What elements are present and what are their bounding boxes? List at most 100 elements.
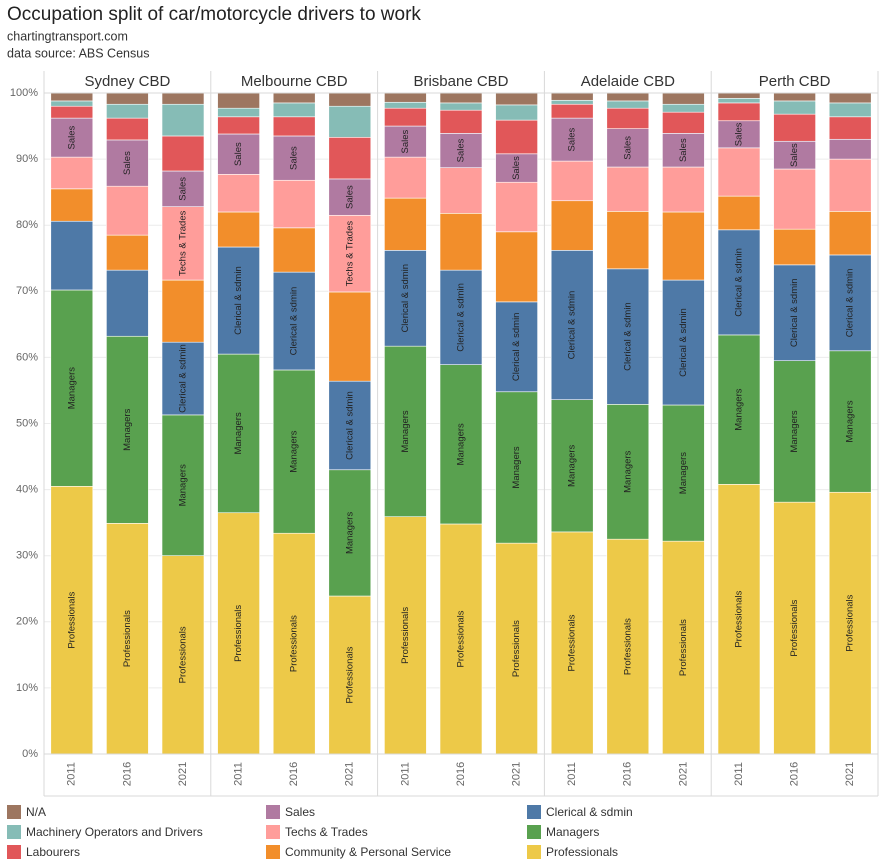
x-tick-label: 2011 (66, 762, 78, 786)
legend-label: Techs & Trades (285, 825, 368, 839)
segment-label: Professionals (789, 599, 800, 656)
bar-segment (439, 92, 483, 104)
legend-swatch (7, 845, 21, 859)
bar-segment (272, 369, 316, 534)
bar-segment (606, 538, 650, 755)
bar-segment (495, 181, 538, 233)
bar-segment (384, 516, 427, 755)
y-tick-label: 30% (16, 550, 38, 562)
segment-label: Clerical & sdmin (400, 264, 411, 333)
bar-segment (328, 595, 372, 755)
y-tick-label: 20% (16, 616, 38, 628)
segment-label: Sales (622, 136, 633, 160)
bar-segment (662, 404, 705, 542)
bar-segment (217, 107, 260, 118)
bar-segment (217, 211, 260, 248)
bar-segment (606, 404, 650, 540)
bar-segment (272, 271, 316, 371)
segment-label: Techs & Trades (178, 210, 189, 276)
segment-label: Clerical & sdmin (567, 291, 578, 360)
segment-label: Managers (66, 367, 77, 409)
segment-label: Sales (678, 138, 689, 162)
segment-label: Clerical & sdmin (622, 302, 633, 371)
y-tick-label: 0% (22, 748, 38, 760)
bar-segment (550, 160, 594, 202)
bar-segment (773, 501, 816, 755)
segment-label: Managers (122, 408, 133, 450)
segment-label: Professionals (456, 610, 467, 667)
bar-segment (828, 92, 872, 104)
bar-segment (217, 512, 260, 755)
chart-subtitle: data source: ABS Census (7, 46, 149, 60)
bar-segment (773, 140, 816, 170)
bar-segment (662, 540, 705, 755)
bar-segment (550, 531, 594, 755)
bar-segment (161, 92, 205, 105)
x-tick-label: 2011 (733, 762, 745, 786)
segment-label: Sales (178, 177, 189, 201)
segment-label: Managers (789, 410, 800, 452)
bar-segment (161, 279, 205, 343)
bar-segment (662, 133, 705, 168)
segment-label: Clerical & sdmin (789, 278, 800, 347)
bar-segment (384, 345, 427, 518)
segment-label: Professionals (622, 618, 633, 675)
chart-subtitle: chartingtransport.com (7, 29, 128, 43)
segment-label: Managers (233, 412, 244, 454)
legend-swatch (266, 845, 280, 859)
segment-label: Managers (456, 423, 467, 465)
legend-label: Sales (285, 805, 315, 819)
bar-segment (662, 111, 705, 134)
segment-label: Sales (567, 127, 578, 151)
bar-segment (550, 103, 594, 119)
bar-segment (217, 174, 260, 213)
bar-segment (272, 532, 316, 755)
bar-segment (272, 102, 316, 118)
x-tick-label: 2016 (455, 762, 467, 786)
bar-segment (106, 103, 149, 119)
segment-label: Professionals (178, 626, 189, 683)
bar-segment (328, 178, 372, 216)
bar-segment (384, 250, 427, 347)
segment-label: Sales (233, 142, 244, 166)
facet-title: Brisbane CBD (413, 73, 508, 90)
bar-segment (495, 231, 538, 303)
segment-label: Professionals (66, 591, 77, 648)
y-tick-label: 70% (16, 285, 38, 297)
bar-segment (384, 125, 427, 158)
bar-segment (662, 279, 705, 406)
bar-segment (773, 100, 816, 115)
legend-label: Machinery Operators and Drivers (26, 825, 203, 839)
bar-segment (328, 136, 372, 180)
bar-segment (717, 229, 761, 336)
segment-label: Clerical & sdmin (233, 266, 244, 335)
bar-segment (773, 168, 816, 230)
segment-label: Managers (400, 410, 411, 452)
segment-label: Professionals (344, 646, 355, 703)
segment-label: Sales (289, 146, 300, 170)
y-tick-label: 40% (16, 484, 38, 496)
bar-segment (495, 301, 538, 393)
bar-segment (50, 92, 94, 102)
bar-segment (606, 107, 650, 129)
bar-segment (773, 113, 816, 142)
y-tick-label: 50% (16, 417, 38, 429)
bar-segment (50, 485, 94, 755)
bar-segment (439, 523, 483, 755)
bar-segment (828, 102, 872, 118)
legend-swatch (7, 805, 21, 819)
bar-segment (717, 484, 761, 755)
facet-title: Sydney CBD (84, 73, 170, 90)
bar-segment (662, 166, 705, 213)
segment-label: Managers (567, 444, 578, 486)
bar-segment (662, 211, 705, 281)
segment-label: Managers (344, 512, 355, 554)
bar-segment (161, 170, 205, 207)
x-tick-label: 2021 (344, 762, 356, 786)
segment-label: Clerical & sdmin (511, 313, 522, 382)
segment-label: Managers (845, 400, 856, 442)
segment-label: Professionals (567, 614, 578, 671)
bar-segment (272, 92, 316, 104)
x-tick-label: 2021 (511, 762, 523, 786)
legend-label: Professionals (546, 845, 618, 859)
